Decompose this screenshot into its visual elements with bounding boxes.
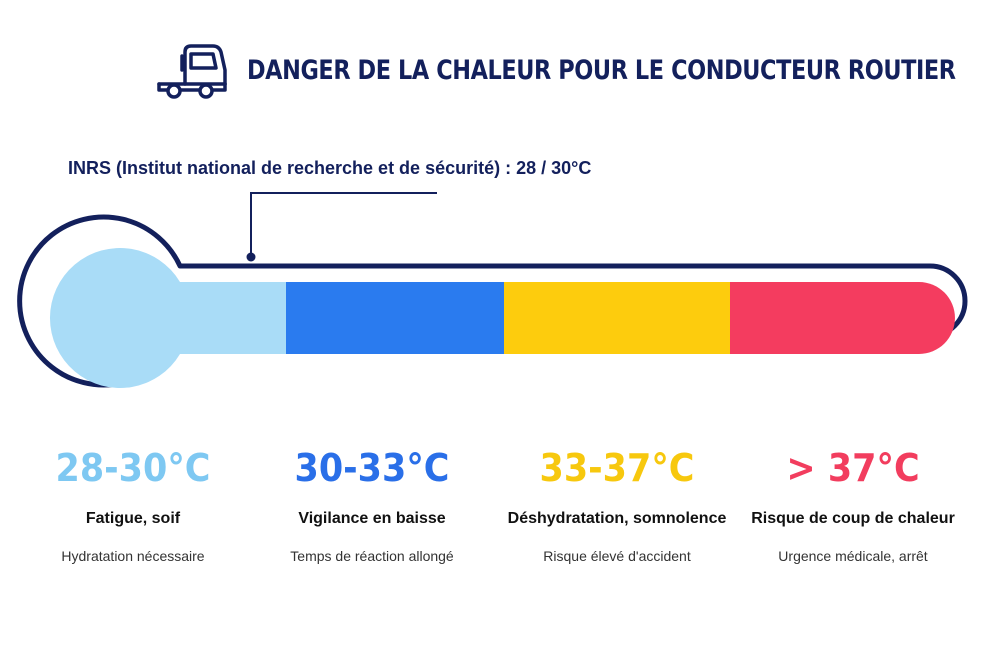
callout-line	[250, 192, 437, 255]
zone-column-4: > 37°C Risque de coup de chaleur Urgence…	[733, 440, 973, 564]
zone-column-1: 28-30°C Fatigue, soif Hydratation nécess…	[13, 440, 253, 564]
zone-2-label: Vigilance en baisse	[298, 510, 446, 527]
zone-4-label: Risque de coup de chaleur	[751, 510, 955, 527]
zone-1-label: Fatigue, soif	[85, 510, 181, 527]
zone-column-2: 30-33°C Vigilance en baisse Temps de réa…	[252, 440, 492, 564]
zone-3-label: Déshydratation, somnolence	[507, 510, 727, 527]
zone-1-fill	[49, 248, 286, 389]
zone-4-desc: Urgence médicale, arrêt	[778, 548, 928, 564]
zone-4-fill	[730, 282, 955, 354]
zone-1-range: 28-30°C	[55, 446, 211, 490]
zone-1-desc: Hydratation nécessaire	[61, 548, 205, 564]
page-title: DANGER DE LA CHALEUR POUR LE CONDUCTEUR …	[247, 54, 956, 86]
zone-3-fill	[504, 282, 730, 354]
header: DANGER DE LA CHALEUR POUR LE CONDUCTEUR …	[155, 38, 956, 102]
thermometer-outline	[17, 214, 968, 388]
zone-2-range: 30-33°C	[294, 446, 450, 490]
truck-icon	[157, 44, 227, 99]
zone-3-desc: Risque élevé d'accident	[543, 548, 691, 564]
zone-column-3: 33-37°C Déshydratation, somnolence Risqu…	[497, 440, 737, 564]
zone-2-desc: Temps de réaction allongé	[290, 548, 454, 564]
zone-legend: 28-30°C Fatigue, soif Hydratation nécess…	[0, 440, 1000, 590]
zone-2-fill	[286, 282, 504, 354]
inrs-note: INRS (Institut national de recherche et …	[68, 158, 592, 178]
zone-4-range: > 37°C	[786, 446, 920, 490]
callout-dot	[246, 252, 256, 262]
zone-3-range: 33-37°C	[539, 446, 695, 490]
